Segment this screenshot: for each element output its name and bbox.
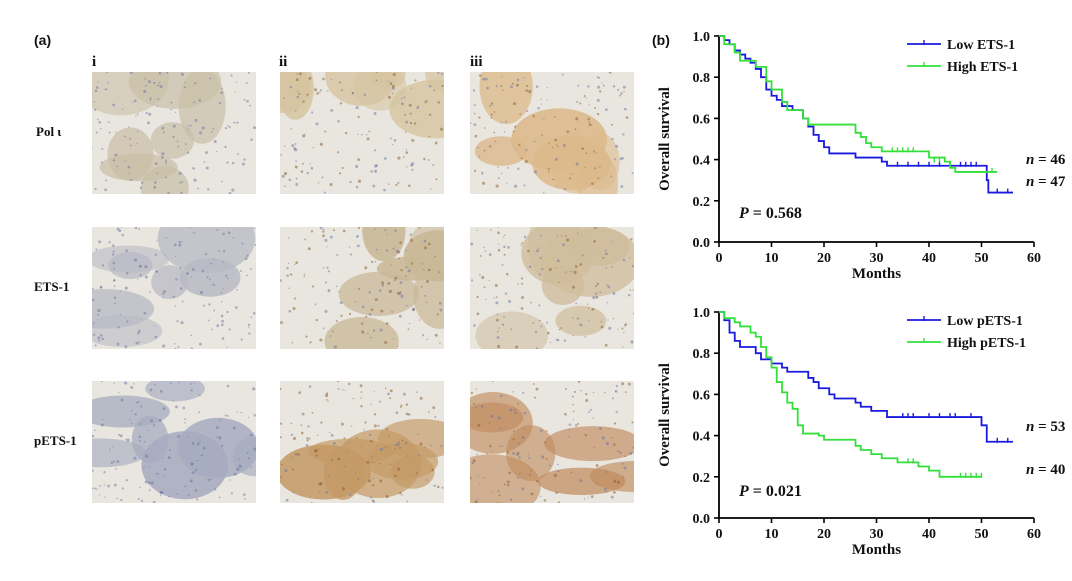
ihc-image-pol--iii xyxy=(470,72,634,194)
row-label-pets1: pETS-1 xyxy=(34,433,77,448)
chart2-y-tick-label: 0.8 xyxy=(693,347,711,362)
chart2-y-tick-label: 1.0 xyxy=(693,306,711,321)
ihc-image-pets-1-iii xyxy=(470,381,634,503)
chart2-x-axis-title: Months xyxy=(852,542,901,558)
chart2-x-tick-label: 0 xyxy=(716,527,723,542)
chart1-x-tick-label: 0 xyxy=(716,251,723,266)
chart1-series-1-n-label: n = 46 xyxy=(1026,152,1066,168)
chart2-y-tick-label: 0.2 xyxy=(693,471,711,486)
chart1-x-tick-label: 50 xyxy=(975,251,989,266)
chart2-x-tick-label: 40 xyxy=(922,527,936,542)
chart1-y-tick-label: 0.4 xyxy=(693,154,711,169)
column-label-ii: ii xyxy=(279,54,288,70)
chart1-series-2-line xyxy=(719,35,998,173)
chart2-x-tick-label: 30 xyxy=(870,527,884,542)
chart2-x-tick-label: 50 xyxy=(975,527,989,542)
column-label-i: i xyxy=(92,54,97,70)
chart1-legend-label-1: Low ETS-1 xyxy=(947,38,1015,53)
kaplan-meier-charts: 0.0 0.2 0.4 0.6 0.8 1.0 0 10 20 30 40 50 60 Months Ove… xyxy=(657,30,1066,558)
ihc-image-pets-1-i xyxy=(92,381,256,503)
chart2-series-1-n-label: n = 53 xyxy=(1026,419,1065,435)
ihc-image-pets-1-ii xyxy=(280,381,444,503)
ihc-image-ets-1-ii xyxy=(280,227,444,349)
chart2-y-tick-label: 0.6 xyxy=(693,388,711,403)
chart2-x-tick-label: 10 xyxy=(765,527,779,542)
chart1-y-axis-title: Overall survival xyxy=(657,87,673,191)
chart2-series-2-line xyxy=(719,311,982,478)
chart1-y-tick-label: 1.0 xyxy=(693,30,711,45)
chart1-x-tick-label: 20 xyxy=(817,251,831,266)
chart1-y-tick-label: 0.2 xyxy=(693,195,711,210)
chart1-legend-label-2: High ETS-1 xyxy=(947,60,1018,75)
chart2-y-tick-label: 0.4 xyxy=(693,430,711,445)
chart1-x-tick-label: 60 xyxy=(1027,251,1041,266)
chart1-p-value: P = 0.568 xyxy=(738,205,802,222)
chart2-series-1-line xyxy=(719,311,1013,443)
row-label-pol-iota: Pol ι xyxy=(36,124,62,139)
chart2-p-value: P = 0.021 xyxy=(738,483,802,500)
column-label-iii: iii xyxy=(470,54,483,70)
chart1-x-axis-title: Months xyxy=(852,266,901,282)
chart1-series-2-n-label: n = 47 xyxy=(1026,174,1066,190)
ihc-image-pol--ii xyxy=(280,72,444,194)
chart2-legend-label-1: Low pETS-1 xyxy=(947,314,1023,329)
chart2-x-tick-label: 20 xyxy=(817,527,831,542)
chart2-y-tick-label: 0.0 xyxy=(693,512,711,527)
chart1-x-tick-label: 40 xyxy=(922,251,936,266)
chart2-x-tick-label: 60 xyxy=(1027,527,1041,542)
chart1-y-tick-label: 0.0 xyxy=(693,236,711,251)
ihc-image-pol--i xyxy=(92,72,256,194)
chart2-legend-label-2: High pETS-1 xyxy=(947,336,1026,351)
chart1-x-tick-label: 10 xyxy=(765,251,779,266)
ihc-image-ets-1-i xyxy=(92,227,256,349)
row-label-ets1: ETS-1 xyxy=(34,279,70,294)
panel-a-label: (a) xyxy=(34,32,52,48)
chart1-x-tick-label: 30 xyxy=(870,251,884,266)
ihc-image-ets-1-iii xyxy=(470,227,634,349)
chart2-series-2-n-label: n = 40 xyxy=(1026,462,1065,478)
chart1-y-tick-label: 0.6 xyxy=(693,112,711,127)
panel-b-label: (b) xyxy=(652,32,670,48)
chart1-y-tick-label: 0.8 xyxy=(693,71,711,86)
chart2-y-axis-title: Overall survival xyxy=(657,363,673,467)
